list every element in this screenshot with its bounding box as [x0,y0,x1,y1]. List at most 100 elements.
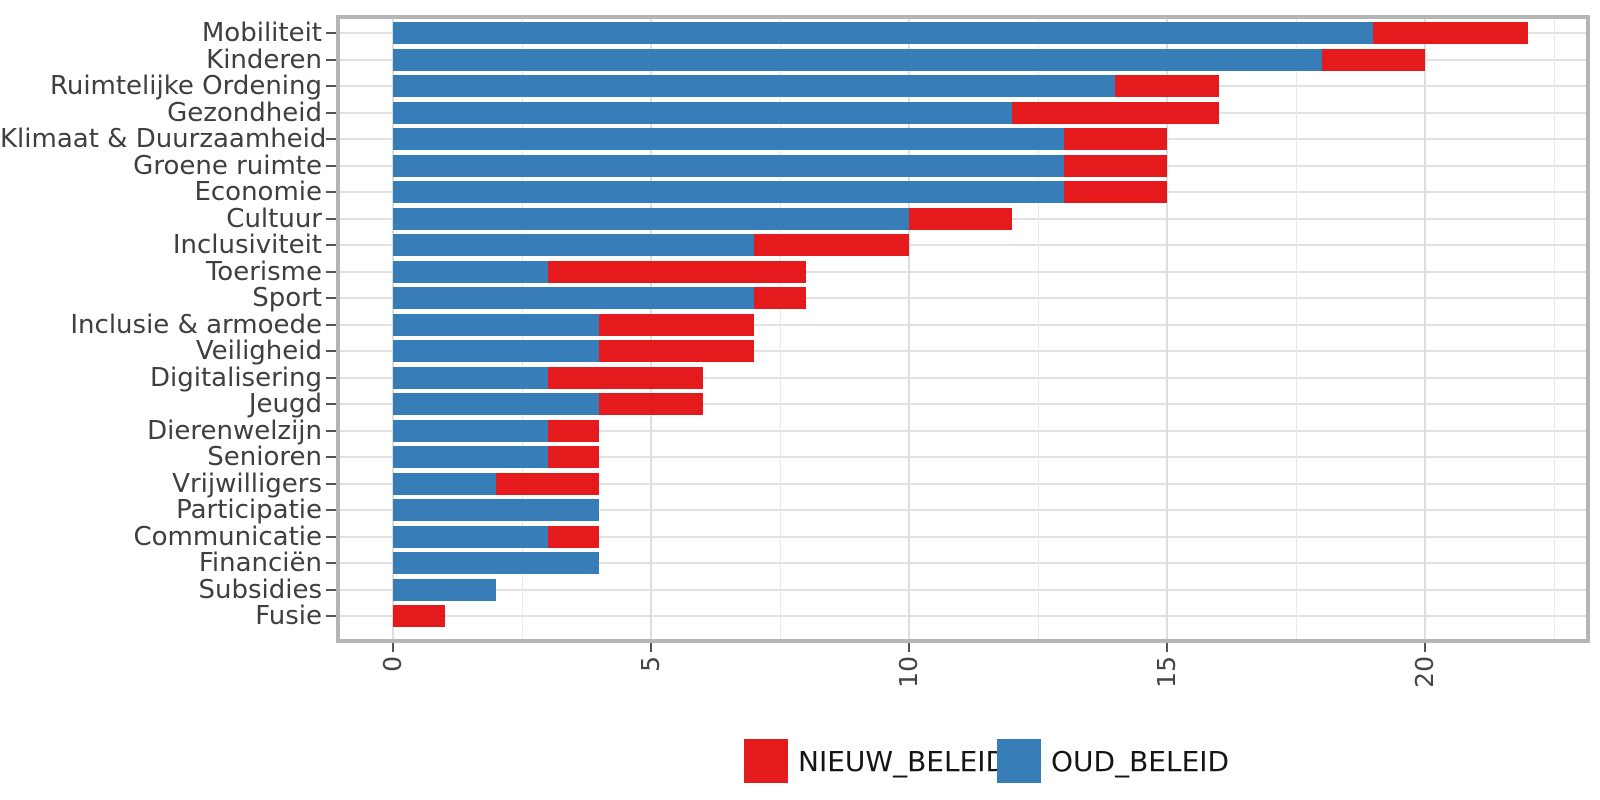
y-axis-tick-economie [326,191,336,193]
bar-segment-nieuw-beleid-cultuur [909,207,1013,230]
y-axis-tick-klimaat-duurzaamheid [326,138,336,140]
bar-segment-oud-beleid-cultuur [393,207,909,230]
bar-segment-oud-beleid-veiligheid [393,340,600,362]
y-axis-label-inclusie-armoede: Inclusie & armoede [70,309,322,340]
gridline-row-toerisme [340,270,1586,273]
bar-segment-oud-beleid-sport [393,287,755,309]
y-axis-label-fusie: Fusie [255,601,322,631]
gridline-row-subsidies [340,588,1586,591]
gridline-row-senioren [340,456,1586,458]
gridline-row-financi-n [340,562,1586,564]
bar-segment-oud-beleid-klimaat-duurzaamheid [393,128,1064,150]
y-axis-label-economie: Economie [194,177,322,207]
y-axis-label-inclusiviteit: Inclusiviteit [172,230,322,260]
y-axis-tick-mobiliteit [326,32,336,34]
y-axis-label-cultuur: Cultuur [226,203,322,234]
gridline-minor-x-17.5 [1295,19,1297,639]
y-axis-tick-inclusiviteit [326,244,336,246]
plot-panel [336,15,1590,643]
gridline-major-x-20 [1424,19,1426,639]
gridline-major-x-15 [1166,19,1168,639]
y-axis-label-ruimtelijke-ordening: Ruimtelijke Ordening [49,71,322,101]
bar-segment-nieuw-beleid-jeugd [599,393,703,415]
bar-segment-oud-beleid-inclusie-armoede [393,313,600,336]
bar-segment-oud-beleid-ruimtelijke-ordening [393,75,1116,97]
y-axis-tick-groene-ruimte [326,164,336,167]
x-axis-tick-label-5: 5 [636,656,665,672]
y-axis-label-digitalisering: Digitalisering [150,362,322,393]
bar-segment-oud-beleid-groene-ruimte [393,154,1064,177]
bar-segment-oud-beleid-economie [393,181,1064,203]
x-axis-tick-15 [1166,643,1168,652]
y-axis-label-klimaat-duurzaamheid: Klimaat & Duurzaamheid [0,124,327,154]
bar-segment-nieuw-beleid-klimaat-duurzaamheid [1063,128,1167,150]
y-axis-label-mobiliteit: Mobiliteit [201,18,322,48]
bar-segment-oud-beleid-dierenwelzijn [393,419,548,442]
y-axis-label-communicatie: Communicatie [133,521,322,552]
bar-segment-nieuw-beleid-inclusie-armoede [599,313,755,336]
y-axis-tick-gezondheid [326,111,336,114]
bar-segment-nieuw-beleid-mobiliteit [1373,22,1529,44]
bar-segment-oud-beleid-vrijwilligers [393,472,497,495]
bar-segment-nieuw-beleid-communicatie [547,525,600,548]
gridline-minor-x-7.5 [779,19,781,639]
gridline-row-vrijwilligers [340,482,1586,485]
bar-segment-nieuw-beleid-toerisme [547,260,806,283]
gridline-row-participatie [340,509,1586,511]
y-axis-tick-participatie [326,509,336,511]
gridline-minor-x-22.5 [1553,19,1555,639]
legend-label-oud-beleid: OUD_BELEID [1051,744,1230,778]
gridline-minor-x-12.5 [1037,19,1039,639]
bar-segment-nieuw-beleid-digitalisering [547,366,703,389]
y-axis-label-toerisme: Toerisme [205,256,322,287]
bar-segment-nieuw-beleid-groene-ruimte [1063,154,1167,177]
y-axis-label-jeugd: Jeugd [248,389,322,419]
y-axis-tick-digitalisering [326,376,336,379]
bar-segment-nieuw-beleid-dierenwelzijn [547,419,600,442]
y-axis-tick-financi-n [326,562,336,564]
x-axis-tick-label-20: 20 [1410,656,1439,688]
gridline-row-inclusie-armoede [340,323,1586,326]
bar-segment-nieuw-beleid-ruimtelijke-ordening [1115,75,1219,97]
bar-segment-oud-beleid-participatie [393,499,600,521]
y-axis-tick-veiligheid [326,350,336,352]
y-axis-tick-inclusie-armoede [326,323,336,326]
y-axis-tick-cultuur [326,217,336,220]
bar-segment-nieuw-beleid-veiligheid [599,340,755,362]
gridline-row-fusie [340,615,1586,617]
bar-segment-oud-beleid-mobiliteit [393,22,1374,44]
y-axis-label-gezondheid: Gezondheid [167,97,322,128]
gridline-row-veiligheid [340,350,1586,352]
bar-segment-oud-beleid-digitalisering [393,366,548,389]
bar-segment-nieuw-beleid-sport [754,287,806,309]
bar-segment-oud-beleid-kinderen [393,48,1322,71]
y-axis-tick-toerisme [326,270,336,273]
gridline-major-x-10 [908,19,910,639]
y-axis-tick-kinderen [326,58,336,61]
gridline-row-communicatie [340,535,1586,538]
legend-item-nieuw-beleid: NIEUW_BELEID [744,738,1007,784]
y-axis-tick-dierenwelzijn [326,429,336,432]
x-axis-tick-20 [1424,643,1426,652]
y-axis-tick-senioren [326,456,336,458]
y-axis-tick-fusie [326,615,336,617]
y-axis-label-kinderen: Kinderen [206,44,322,75]
bar-segment-oud-beleid-financi-n [393,552,600,574]
y-axis-label-financi-n: Financiën [198,548,322,578]
legend-swatch-nieuw-beleid [744,739,788,783]
bar-segment-oud-beleid-jeugd [393,393,600,415]
gridline-row-dierenwelzijn [340,429,1586,432]
bar-segment-oud-beleid-toerisme [393,260,548,283]
bar-segment-oud-beleid-communicatie [393,525,548,548]
bar-segment-oud-beleid-senioren [393,446,548,468]
x-axis-tick-label-10: 10 [894,656,923,688]
y-axis-label-subsidies: Subsidies [198,574,322,605]
y-axis-tick-ruimtelijke-ordening [326,85,336,87]
bar-segment-nieuw-beleid-economie [1063,181,1167,203]
bar-segment-oud-beleid-subsidies [393,578,497,601]
legend-item-oud-beleid: OUD_BELEID [997,738,1229,784]
y-axis-label-participatie: Participatie [176,495,322,525]
bar-segment-nieuw-beleid-senioren [547,446,600,468]
y-axis-tick-vrijwilligers [326,482,336,485]
